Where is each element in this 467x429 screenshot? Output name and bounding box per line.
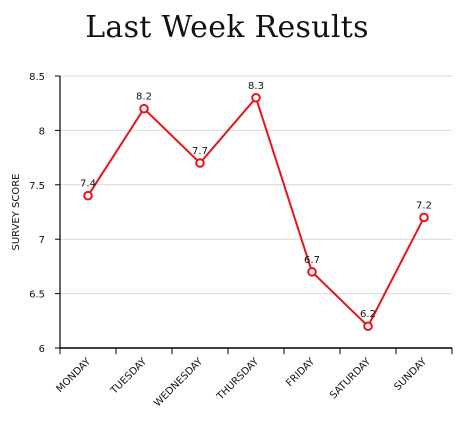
chart-title: Last Week Results (85, 10, 369, 45)
x-tick-label: MONDAY (54, 356, 93, 395)
series-survey-score (83, 92, 429, 332)
data-label: 8.2 (136, 92, 152, 103)
x-tick-label: SATURDAY (328, 356, 374, 402)
y-tick-label: 8.5 (29, 72, 45, 83)
x-tick-label: FRIDAY (284, 356, 317, 389)
y-tick-label: 6.5 (29, 290, 45, 301)
data-point (363, 321, 373, 332)
x-tick-label: WEDNESDAY (152, 356, 205, 409)
data-point (251, 92, 261, 103)
x-tick-label: TUESDAY (108, 356, 149, 397)
data-label: 7.7 (192, 146, 208, 157)
data-label: 6.7 (304, 255, 320, 266)
data-point (195, 158, 205, 168)
y-tick-label: 7.5 (29, 181, 45, 192)
data-label: 7.2 (416, 200, 432, 211)
gridlines (60, 75, 452, 295)
axes (55, 75, 453, 354)
x-tick-label: SUNDAY (392, 356, 429, 393)
x-tick-labels: MONDAY TUESDAY WEDNESDAY THURSDAY FRIDAY SATU… (54, 356, 429, 409)
y-tick-label: 6 (39, 344, 45, 355)
data-label: 8.3 (248, 81, 264, 92)
y-tick-label: 7 (39, 235, 45, 246)
y-axis-title: SURVEY SCORE (11, 174, 22, 251)
data-point (307, 267, 317, 277)
data-label: 7.4 (80, 179, 96, 190)
data-point (419, 212, 429, 223)
data-label: 6.2 (360, 309, 376, 320)
x-tick-label: THURSDAY (214, 356, 261, 403)
series-line (87, 95, 425, 328)
y-tick-label: 8 (39, 126, 45, 137)
y-tick-labels: 6 6.5 7 7.5 8 8.5 (29, 72, 45, 355)
data-labels: 7.4 8.2 7.7 8.3 6.7 6.2 7.2 (80, 81, 432, 320)
data-point (139, 103, 149, 114)
data-point (83, 190, 93, 201)
